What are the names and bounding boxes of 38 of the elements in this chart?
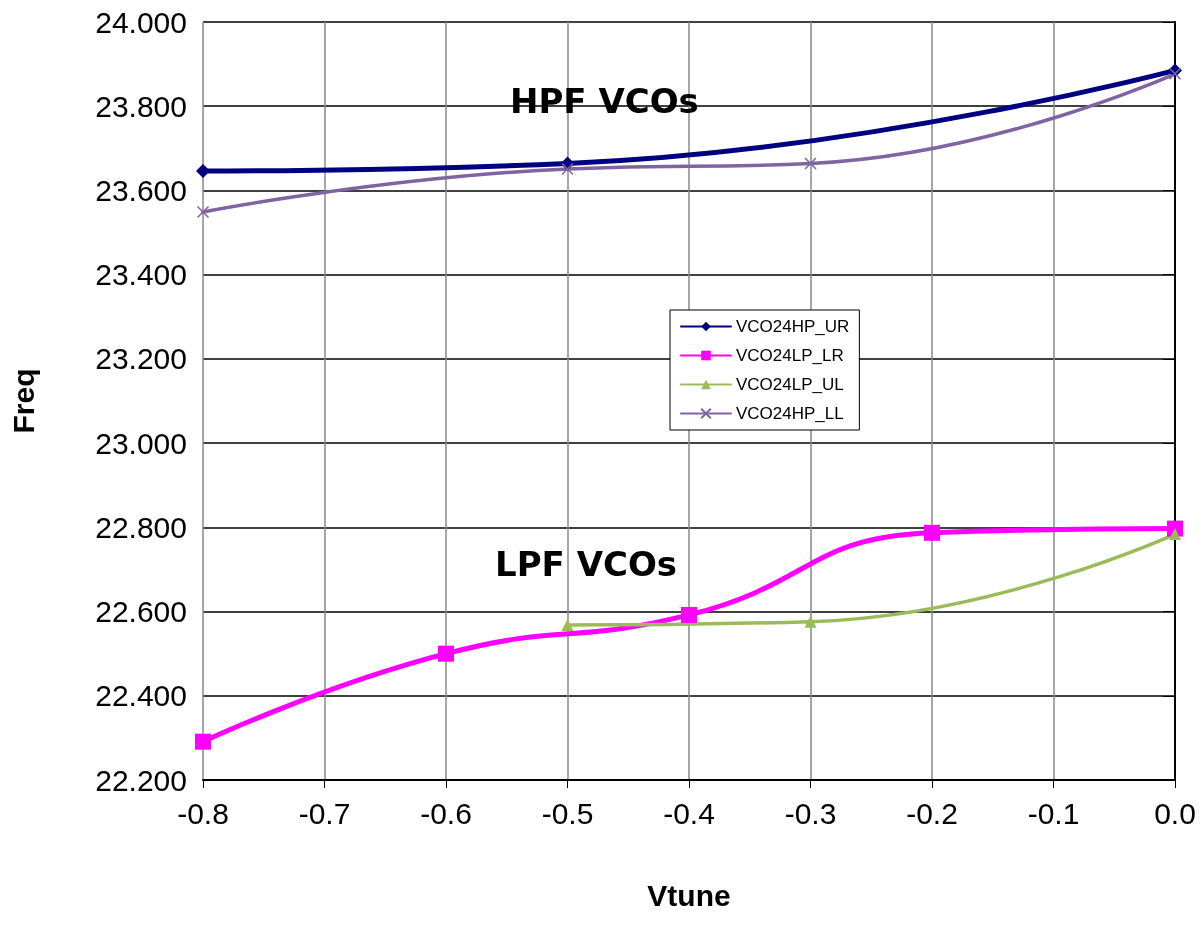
annotation: LPF VCOs bbox=[495, 544, 678, 584]
legend-label: VCO24HP_UR bbox=[736, 317, 850, 336]
point bbox=[681, 606, 697, 623]
legend-label: VCO24HP_LL bbox=[736, 404, 844, 423]
y-tick-label: 22.400 bbox=[95, 679, 187, 713]
point bbox=[196, 205, 210, 219]
y-axis-title: Freq bbox=[6, 368, 40, 434]
point bbox=[438, 645, 454, 662]
x-tick-label: 0.0 bbox=[1154, 796, 1196, 830]
point bbox=[924, 524, 940, 541]
point bbox=[561, 162, 574, 176]
x-tick-label: -0.5 bbox=[541, 796, 594, 830]
legend-label: VCO24LP_UL bbox=[736, 375, 844, 394]
x-tick-label: -0.6 bbox=[420, 796, 472, 830]
x-tick-label: -0.3 bbox=[784, 796, 837, 830]
point bbox=[804, 157, 817, 170]
point bbox=[804, 615, 817, 628]
legend-label: VCO24LP_LR bbox=[736, 346, 844, 365]
y-tick-label: 23.000 bbox=[95, 426, 187, 460]
point bbox=[561, 619, 574, 632]
x-tick-label: -0.1 bbox=[1027, 796, 1080, 830]
point bbox=[196, 164, 210, 179]
y-tick-label: 22.200 bbox=[95, 763, 187, 797]
point bbox=[195, 733, 211, 750]
y-tick-label: 22.600 bbox=[95, 595, 187, 629]
point bbox=[1168, 67, 1182, 81]
y-tick-label: 23.800 bbox=[95, 89, 187, 123]
x-axis-title: Vtune bbox=[647, 878, 731, 912]
y-tick-label: 23.600 bbox=[95, 173, 187, 207]
point bbox=[1169, 528, 1181, 541]
y-tick-label: 23.200 bbox=[95, 342, 187, 376]
y-tick-label: 24.000 bbox=[95, 5, 187, 39]
x-tick-label: -0.7 bbox=[298, 796, 351, 830]
x-tick-label: -0.4 bbox=[663, 796, 715, 830]
x-tick-label: -0.2 bbox=[906, 796, 958, 830]
y-tick-label: 23.400 bbox=[95, 258, 187, 292]
x-tick-label: -0.8 bbox=[177, 796, 229, 830]
y-tick-label: 22.800 bbox=[95, 510, 187, 544]
